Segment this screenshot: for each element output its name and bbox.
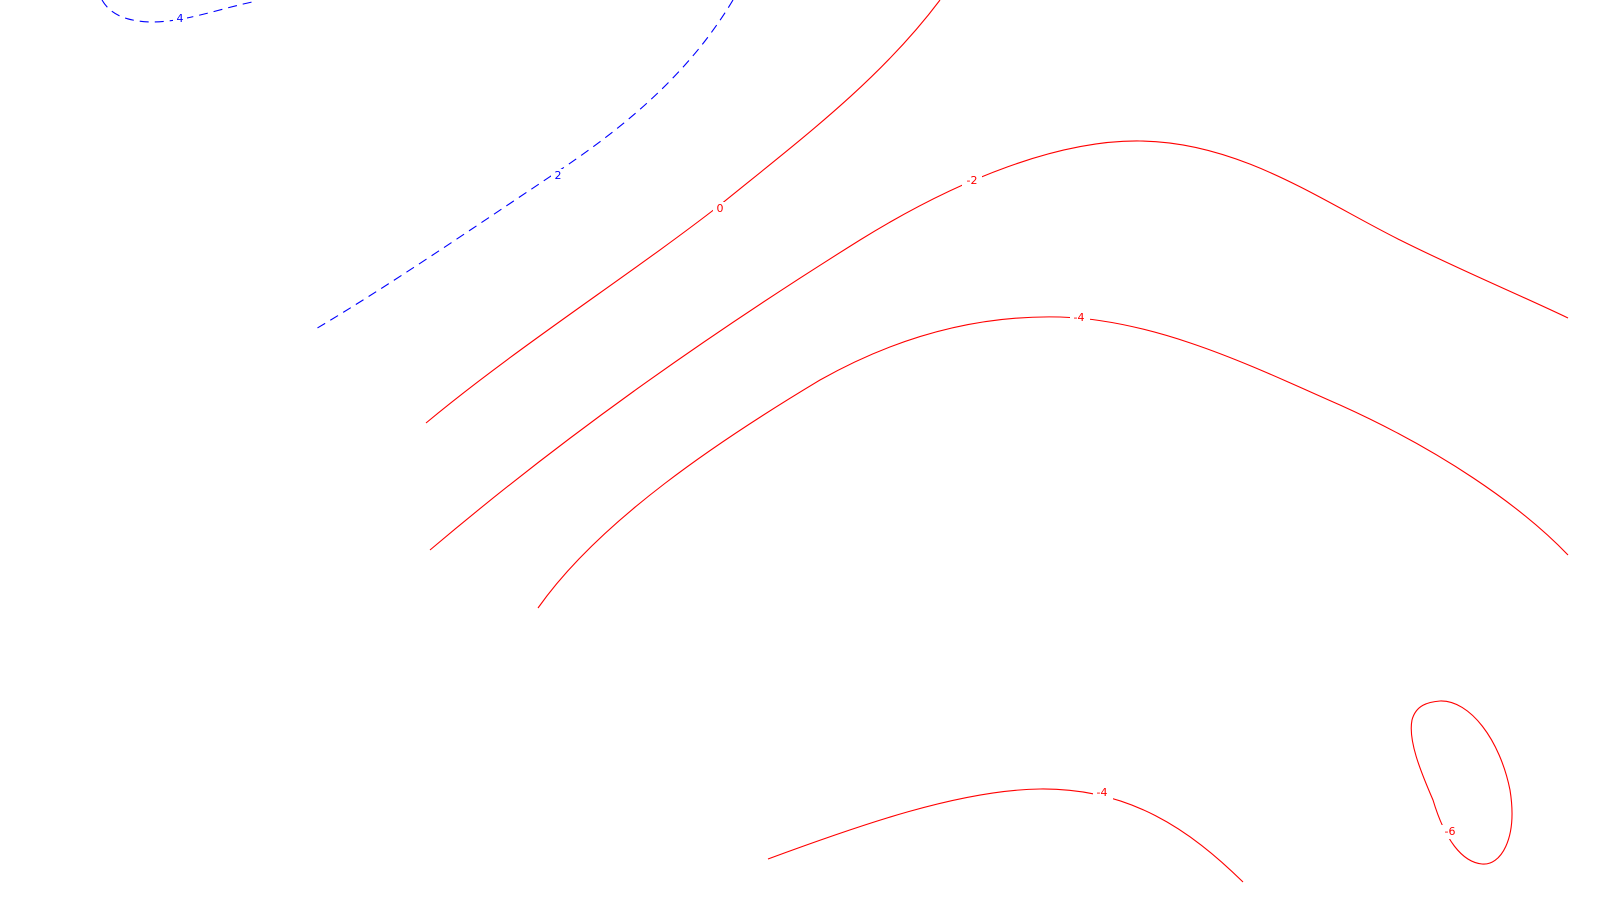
- contour-label-neg2: -2: [967, 174, 978, 187]
- contour-label-0: 0: [717, 202, 724, 215]
- contour-label-bg-neg2: [962, 174, 982, 188]
- contour-label-neg4-lower: -4: [1097, 786, 1108, 799]
- contour-path-neg2: [429, 140, 1569, 551]
- contour-line-4: 4: [101, 0, 253, 25]
- contour-line-neg2: -2: [429, 140, 1569, 551]
- contour-label-bg-0: [713, 202, 727, 215]
- contour-path-neg6: [1410, 700, 1513, 865]
- contour-label-bg-neg4-upper: [1070, 311, 1090, 325]
- contour-path-neg4-lower: [767, 788, 1244, 883]
- contour-line-2: 2: [313, 0, 734, 331]
- contour-line-neg4-upper: -4: [537, 311, 1569, 609]
- contour-label-4: 4: [177, 12, 184, 25]
- contour-label-bg-4: [173, 12, 187, 25]
- contour-label-bg-neg4-lower: [1093, 786, 1113, 800]
- contour-label-neg4-upper: -4: [1074, 311, 1085, 324]
- contour-path-0: [425, 0, 941, 424]
- contour-path-4: [101, 0, 253, 23]
- contour-path-neg4-upper: [537, 316, 1569, 609]
- contour-label-bg-neg6: [1441, 825, 1461, 839]
- contour-label-bg-2: [551, 169, 565, 182]
- contour-line-neg4-lower: -4: [767, 786, 1244, 883]
- contour-line-0: 0: [425, 0, 941, 424]
- contour-path-2: [313, 0, 734, 331]
- contour-line-neg6: -6: [1410, 700, 1513, 865]
- contour-label-2: 2: [555, 169, 562, 182]
- contour-label-neg6: -6: [1445, 825, 1456, 838]
